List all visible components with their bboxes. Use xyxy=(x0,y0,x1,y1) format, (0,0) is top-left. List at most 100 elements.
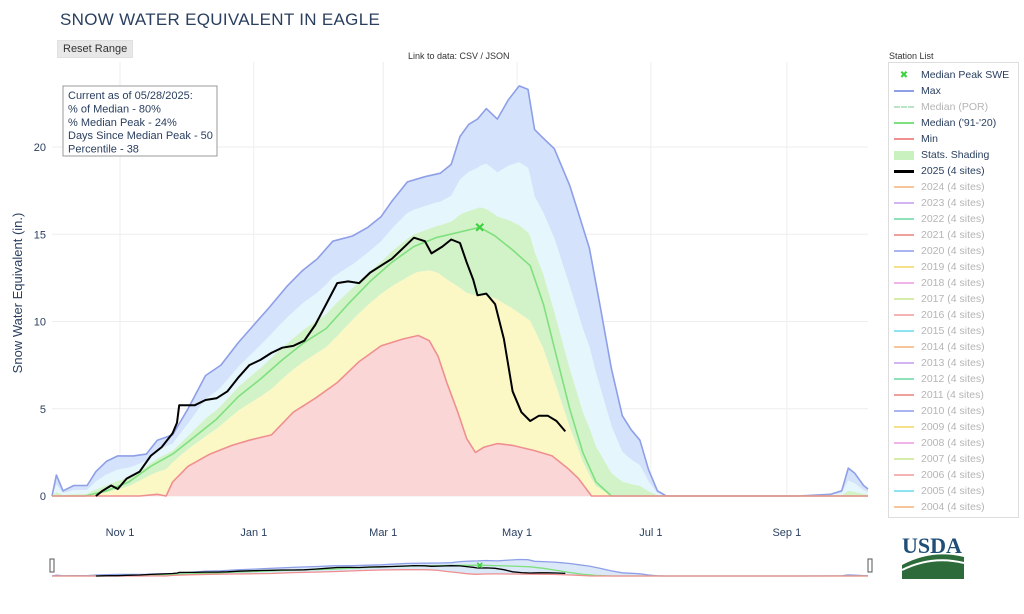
legend-swatch xyxy=(889,314,919,316)
legend-label: Stats. Shading xyxy=(921,149,990,161)
legend-swatch-mark xyxy=(894,138,914,140)
legend-item[interactable]: 2009 (4 sites) xyxy=(889,419,1018,435)
legend-item[interactable]: 2008 (4 sites) xyxy=(889,435,1018,451)
legend-item[interactable]: 2011 (4 sites) xyxy=(889,387,1018,403)
annotation-line: % Median Peak - 24% xyxy=(68,117,177,129)
annotation-line: Days Since Median Peak - 50 xyxy=(68,130,213,142)
navigator-handle-right xyxy=(867,558,873,573)
legend-label: 2005 (4 sites) xyxy=(921,485,985,497)
legend-item[interactable]: 2006 (4 sites) xyxy=(889,467,1018,483)
x-tick-label: Jul 1 xyxy=(639,527,662,539)
reset-range-button[interactable]: Reset Range xyxy=(57,40,134,58)
legend-item[interactable]: 2014 (4 sites) xyxy=(889,339,1018,355)
axis-ticks: 0 5 10 15 20 Nov 1 Jan 1 Mar 1 May 1 Jul 1 Sep 1 xyxy=(34,142,801,539)
legend-item[interactable]: Stats. Shading xyxy=(889,147,1018,163)
legend-swatch-mark xyxy=(894,362,914,364)
legend-item[interactable]: 2015 (4 sites) xyxy=(889,323,1018,339)
legend-swatch xyxy=(889,90,919,92)
legend-label: 2016 (4 sites) xyxy=(921,309,985,321)
legend-label: 2020 (4 sites) xyxy=(921,245,985,257)
legend-label: Median (POR) xyxy=(921,101,989,113)
legend-label: 2018 (4 sites) xyxy=(921,277,985,289)
legend-item[interactable]: 2022 (4 sites) xyxy=(889,211,1018,227)
data-link[interactable]: Link to data: CSV / JSON xyxy=(408,51,510,61)
legend-item[interactable]: 2018 (4 sites) xyxy=(889,275,1018,291)
legend-swatch xyxy=(889,282,919,284)
legend-label: 2013 (4 sites) xyxy=(921,357,985,369)
legend-swatch-mark xyxy=(894,202,914,204)
legend-swatch-mark xyxy=(894,122,914,124)
band-min xyxy=(52,335,868,496)
legend-swatch-mark xyxy=(894,106,914,108)
legend-swatch-mark xyxy=(894,346,914,348)
legend-swatch xyxy=(889,410,919,412)
legend-swatch xyxy=(889,106,919,108)
legend-item[interactable]: 2025 (4 sites) xyxy=(889,163,1018,179)
series-2025-4-sites- xyxy=(95,236,567,497)
legend-item[interactable]: 2013 (4 sites) xyxy=(889,355,1018,371)
legend-item[interactable]: 2005 (4 sites) xyxy=(889,483,1018,499)
legend-item[interactable]: 2004 (4 sites) xyxy=(889,499,1018,515)
legend-label: Median ('91-'20) xyxy=(921,117,997,129)
band-low xyxy=(52,270,868,496)
legend-label: 2009 (4 sites) xyxy=(921,421,985,433)
legend-item[interactable]: 2007 (4 sites) xyxy=(889,451,1018,467)
legend-swatch: ✖ xyxy=(899,69,909,81)
legend-item[interactable]: 2017 (4 sites) xyxy=(889,291,1018,307)
median-peak-marker xyxy=(475,222,485,232)
legend-swatch-mark xyxy=(894,90,914,92)
legend-swatch xyxy=(889,169,919,173)
legend-label: 2025 (4 sites) xyxy=(921,165,985,177)
chart-title: SNOW WATER EQUIVALENT IN EAGLE xyxy=(60,10,381,29)
legend-item[interactable]: 2010 (4 sites) xyxy=(889,403,1018,419)
legend-item[interactable]: Median (POR) xyxy=(889,99,1018,115)
legend[interactable]: ✖ Median Peak SWE Max Median (POR) Median ('… xyxy=(888,62,1019,518)
legend-item[interactable]: ✖ Median Peak SWE xyxy=(889,67,1018,83)
legend-label: 2021 (4 sites) xyxy=(921,229,985,241)
legend-label: 2023 (4 sites) xyxy=(921,197,985,209)
legend-swatch-mark xyxy=(894,186,914,188)
annotation-box xyxy=(62,85,218,157)
usda-logo-text: USDA xyxy=(902,533,962,558)
legend-item[interactable]: Median ('91-'20) xyxy=(889,115,1018,131)
annotation-line: % of Median - 80% xyxy=(68,103,161,115)
legend-label: 2014 (4 sites) xyxy=(921,341,985,353)
y-tick-label: 0 xyxy=(40,491,46,503)
x-tick-label: Nov 1 xyxy=(106,527,135,539)
legend-label: 2010 (4 sites) xyxy=(921,405,985,417)
usda-logo: USDA xyxy=(901,533,965,579)
legend-item[interactable]: 2019 (4 sites) xyxy=(889,259,1018,275)
annotation-line: Current as of 05/28/2025: xyxy=(68,90,193,102)
legend-label: 2011 (4 sites) xyxy=(921,389,984,401)
legend-swatch xyxy=(889,426,919,428)
range-navigator[interactable] xyxy=(49,558,873,577)
legend-swatch xyxy=(889,394,919,396)
legend-item[interactable]: 2023 (4 sites) xyxy=(889,195,1018,211)
legend-swatch-mark xyxy=(894,234,914,236)
legend-item[interactable]: 2020 (4 sites) xyxy=(889,243,1018,259)
legend-swatch-mark xyxy=(894,474,914,476)
legend-swatch xyxy=(889,362,919,364)
legend-swatch xyxy=(889,442,919,444)
legend-item[interactable]: Max xyxy=(889,83,1018,99)
legend-swatch xyxy=(889,202,919,204)
legend-swatch-mark xyxy=(894,298,914,300)
legend-swatch-mark xyxy=(894,218,914,220)
legend-label: 2024 (4 sites) xyxy=(921,181,985,193)
legend-swatch xyxy=(889,378,919,380)
legend-item[interactable]: Min xyxy=(889,131,1018,147)
band-mid xyxy=(52,207,868,497)
legend-label: 2017 (4 sites) xyxy=(921,293,985,305)
legend-item[interactable]: 2012 (4 sites) xyxy=(889,371,1018,387)
swe-chart[interactable]: 0 5 10 15 20 Nov 1 Jan 1 Mar 1 May 1 Jul 1 Sep 1 S… xyxy=(0,0,880,614)
legend-item[interactable]: 2021 (4 sites) xyxy=(889,227,1018,243)
legend-swatch-mark xyxy=(894,506,914,508)
legend-swatch xyxy=(889,346,919,348)
legend-item[interactable]: 2024 (4 sites) xyxy=(889,179,1018,195)
legend-swatch-mark xyxy=(894,458,914,460)
legend-swatch-mark xyxy=(894,442,914,444)
legend-swatch xyxy=(889,186,919,188)
legend-title: Station List xyxy=(889,51,934,61)
legend-swatch xyxy=(889,218,919,220)
legend-item[interactable]: 2016 (4 sites) xyxy=(889,307,1018,323)
